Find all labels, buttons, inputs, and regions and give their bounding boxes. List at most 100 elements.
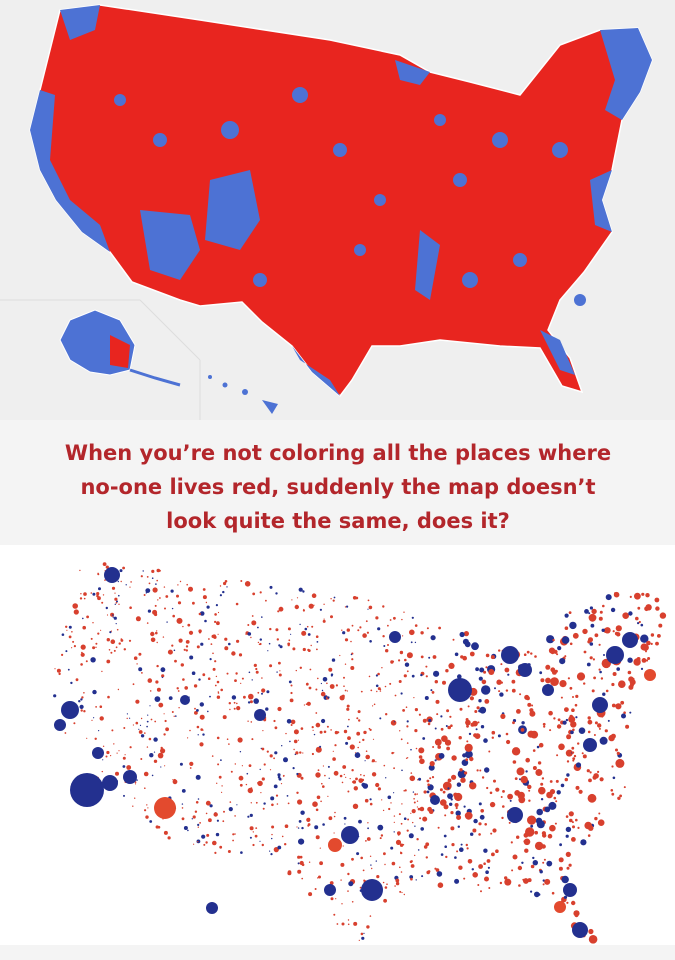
- county-dot: [347, 725, 349, 728]
- county-dot: [241, 677, 244, 680]
- county-dot: [483, 670, 487, 674]
- county-dot: [369, 798, 372, 801]
- county-dot: [54, 668, 56, 670]
- county-dot: [477, 721, 480, 724]
- county-dot: [583, 738, 597, 752]
- county-dot: [171, 711, 174, 713]
- county-dot: [196, 645, 200, 649]
- county-dot: [327, 765, 330, 768]
- county-dot: [629, 595, 632, 598]
- county-dot: [320, 691, 326, 697]
- county-dot: [514, 777, 518, 780]
- county-dot: [140, 758, 143, 760]
- county-dot: [330, 729, 332, 731]
- county-dot: [557, 718, 561, 722]
- county-dot: [123, 727, 126, 729]
- county-dot: [530, 864, 535, 869]
- county-dot: [453, 792, 458, 798]
- county-dot: [120, 639, 124, 642]
- county-dot: [249, 700, 253, 704]
- county-dot: [487, 866, 490, 869]
- county-dot: [164, 719, 167, 723]
- county-dot: [445, 669, 449, 673]
- county-dot: [274, 726, 278, 730]
- county-dot: [500, 796, 503, 798]
- county-dot: [341, 826, 359, 844]
- county-dot: [505, 689, 509, 692]
- county-dot: [615, 758, 625, 768]
- county-dot: [428, 718, 432, 723]
- county-dot: [376, 690, 378, 693]
- county-dot: [376, 875, 380, 879]
- county-dot: [437, 745, 442, 749]
- county-dot: [252, 843, 255, 847]
- county-dot: [456, 815, 462, 820]
- county-dot: [301, 863, 305, 867]
- county-dot: [523, 838, 531, 846]
- county-dot: [465, 843, 468, 847]
- county-dot: [571, 751, 575, 754]
- county-dot: [479, 667, 485, 673]
- county-dot: [635, 616, 639, 621]
- county-dot: [353, 781, 356, 783]
- county-dot: [261, 692, 263, 695]
- county-dot: [598, 727, 601, 730]
- county-dot: [433, 670, 440, 677]
- county-dot: [387, 795, 392, 800]
- county-dot: [211, 634, 215, 638]
- county-dot: [640, 667, 644, 670]
- alaska-islands: [129, 368, 181, 387]
- county-dot: [126, 713, 128, 715]
- county-dot: [383, 898, 387, 903]
- county-dot: [132, 724, 134, 726]
- county-dot: [420, 673, 423, 677]
- county-dot: [144, 732, 146, 734]
- county-dot: [382, 635, 385, 638]
- county-dot: [494, 687, 496, 690]
- county-dot: [323, 603, 325, 605]
- county-dot: [228, 807, 233, 812]
- county-dot: [534, 830, 538, 835]
- county-dot: [418, 777, 422, 781]
- county-dot: [110, 651, 113, 654]
- county-dot: [260, 792, 262, 794]
- county-dot: [427, 722, 431, 726]
- county-dot: [387, 644, 389, 646]
- county-dot: [578, 727, 586, 734]
- county-dot: [189, 655, 194, 660]
- county-dot: [347, 919, 350, 921]
- county-dot: [267, 650, 269, 652]
- county-dot: [480, 890, 482, 893]
- county-dot: [285, 732, 287, 735]
- county-dot: [152, 609, 158, 615]
- county-dot: [160, 667, 166, 673]
- county-dot: [418, 755, 423, 759]
- county-dot: [86, 737, 88, 739]
- county-dot: [293, 729, 299, 735]
- county-dot: [413, 697, 415, 699]
- county-dot: [412, 821, 414, 824]
- county-dot: [599, 777, 604, 782]
- county-dot: [315, 712, 318, 714]
- county-dot: [311, 726, 314, 729]
- county-dot: [293, 739, 298, 744]
- county-dot: [524, 848, 529, 853]
- county-dot: [445, 725, 448, 727]
- county-dot: [343, 685, 345, 687]
- county-dot: [305, 703, 308, 705]
- county-dot: [463, 631, 469, 637]
- county-dot: [551, 891, 555, 895]
- county-dot: [302, 609, 305, 612]
- county-dot: [346, 605, 349, 608]
- county-dot: [627, 670, 632, 675]
- county-dot: [239, 751, 242, 753]
- county-dot: [243, 695, 246, 699]
- county-dot: [351, 857, 354, 861]
- county-dot: [300, 727, 304, 730]
- county-dot: [288, 680, 292, 684]
- county-dot: [182, 625, 184, 628]
- county-dot: [275, 592, 278, 595]
- county-dot: [560, 783, 565, 788]
- county-dot: [449, 802, 453, 806]
